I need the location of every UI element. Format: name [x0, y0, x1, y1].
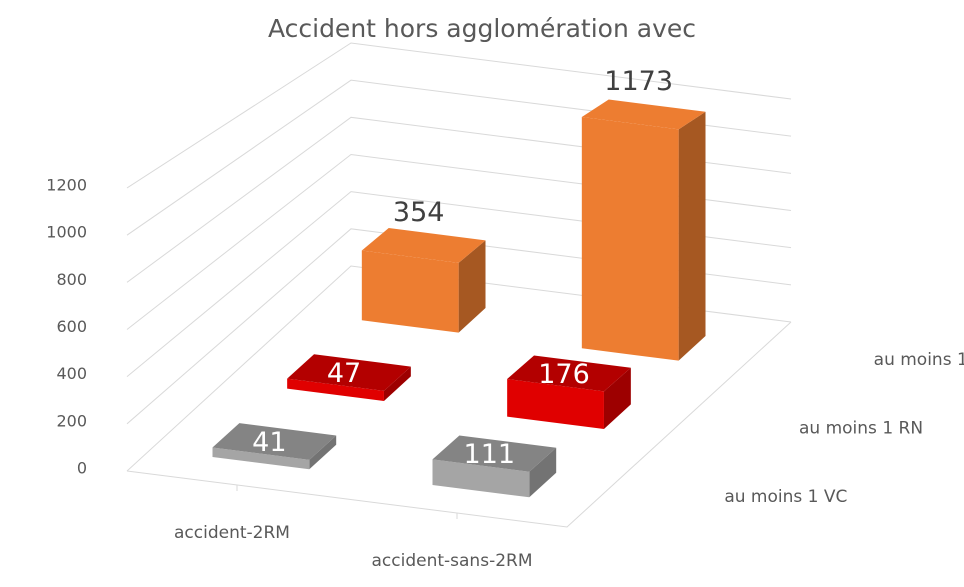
- y-tick-label: 800: [56, 270, 87, 289]
- series-label: au moins 1 VC: [724, 487, 847, 507]
- series-label: au moins 1 RD: [874, 350, 964, 370]
- chart-title: Accident hors agglomération avec: [268, 14, 696, 43]
- y-tick-label: 200: [56, 411, 87, 430]
- bar: [432, 435, 557, 498]
- y-tick-label: 600: [56, 317, 87, 336]
- bar-side: [458, 240, 486, 333]
- series-label: au moins 1 RN: [799, 419, 923, 439]
- y-tick-label: 1000: [46, 223, 87, 242]
- bar-top: [212, 423, 337, 460]
- bar-side: [529, 447, 557, 498]
- bar-top: [507, 355, 631, 392]
- bar-side: [309, 435, 337, 470]
- data-label: 1173: [604, 66, 673, 97]
- bar: [507, 355, 631, 429]
- grid-line: [126, 42, 792, 189]
- bar-top: [432, 435, 557, 472]
- y-tick-label: 400: [56, 364, 87, 383]
- bar-front: [432, 459, 530, 498]
- x-tick-label: accident-sans-2RM: [372, 551, 533, 571]
- bar-side: [678, 111, 706, 361]
- bar: [361, 228, 486, 333]
- bar-top: [287, 354, 411, 391]
- x-tick-label: accident-2RM: [174, 523, 290, 543]
- data-label: 41: [252, 427, 286, 458]
- bar-front: [581, 117, 679, 361]
- bar-side: [603, 367, 631, 429]
- data-label: 47: [327, 358, 361, 389]
- y-tick-label: 1200: [46, 176, 87, 195]
- bar-side: [383, 366, 411, 401]
- bar-top: [581, 99, 706, 130]
- data-label: 354: [393, 197, 445, 228]
- data-label: 111: [464, 439, 516, 470]
- y-tick-label: 0: [77, 459, 87, 478]
- bar-front: [287, 378, 384, 401]
- bar-front: [212, 447, 310, 470]
- data-label: 176: [538, 359, 590, 390]
- bar: [287, 354, 411, 401]
- floor-edge: [126, 321, 792, 528]
- bar-front: [361, 250, 459, 333]
- bar: [581, 99, 706, 361]
- bar-front: [507, 379, 604, 429]
- bar: [212, 423, 337, 470]
- bar-top: [361, 228, 486, 263]
